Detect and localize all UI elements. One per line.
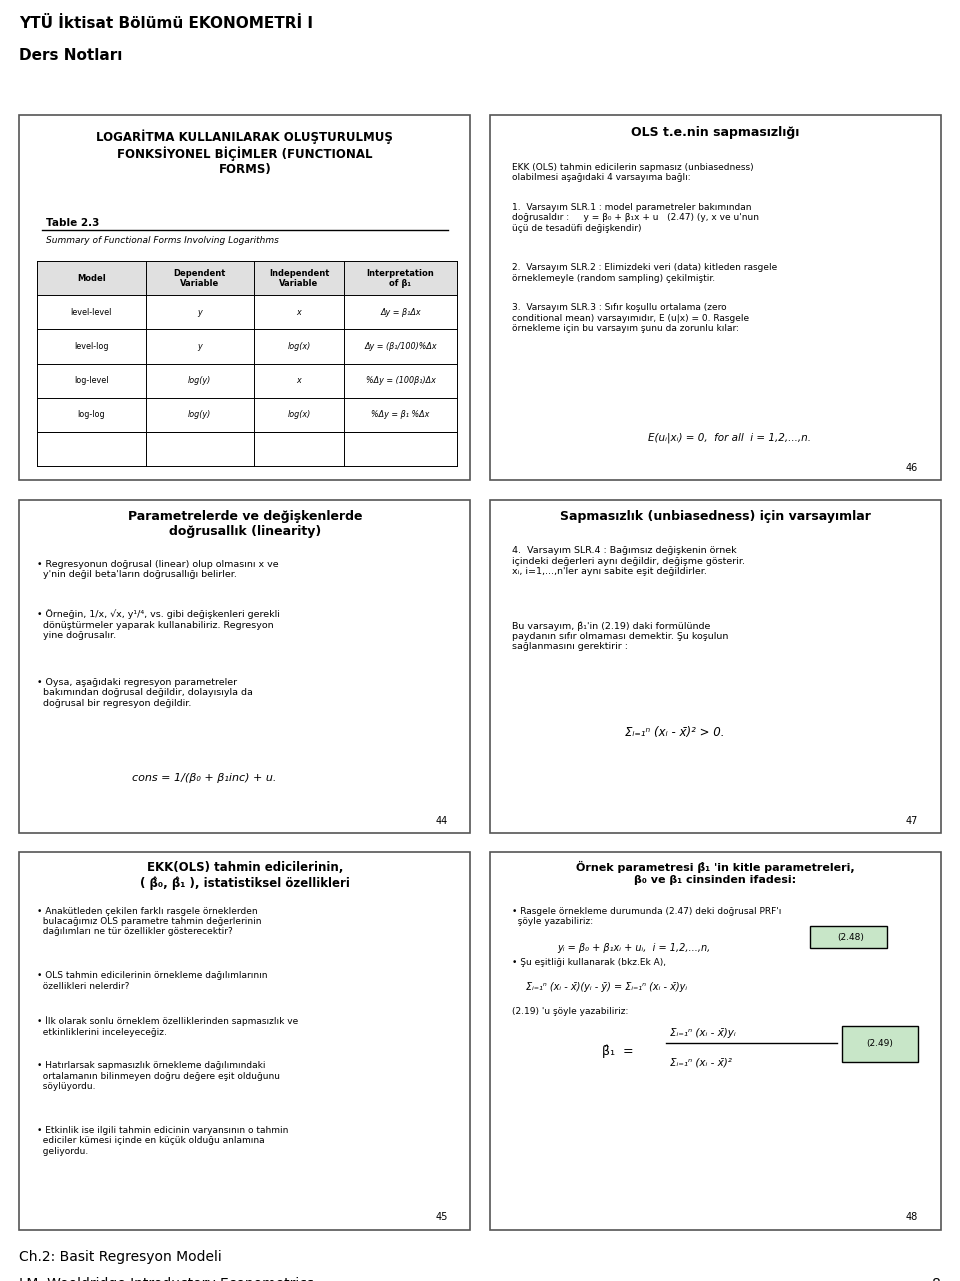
Text: Sapmasızlık (unbiasedness) için varsayımlar: Sapmasızlık (unbiasedness) için varsayım… [560,510,871,523]
Text: 8: 8 [932,1276,941,1281]
Text: • Şu eşitliği kullanarak (bkz.Ek A),: • Şu eşitliği kullanarak (bkz.Ek A), [513,958,666,967]
Text: log-log: log-log [78,410,106,419]
FancyBboxPatch shape [19,500,470,833]
Text: Independent
Variable: Independent Variable [269,269,329,288]
Text: (2.49): (2.49) [867,1039,894,1048]
Text: 2.  Varsayım SLR.2 : Elimizdeki veri (data) kitleden rasgele
örneklemeyle (rando: 2. Varsayım SLR.2 : Elimizdeki veri (dat… [513,263,778,283]
Text: log(y): log(y) [188,377,211,386]
Text: • Etkinlik ise ilgili tahmin edicinin varyansının o tahmin
  ediciler kümesi içi: • Etkinlik ise ilgili tahmin edicinin va… [37,1126,289,1155]
Text: LOGARİTMA KULLANILARAK OLUŞTURULMUŞ
FONKSİYONEL BİÇİMLER (FUNCTIONAL
FORMS): LOGARİTMA KULLANILARAK OLUŞTURULMUŞ FONK… [96,129,394,177]
Text: log(y): log(y) [188,410,211,419]
Text: • Rasgele örnekleme durumunda (2.47) deki doğrusal PRF'ı
  şöyle yazabiliriz:: • Rasgele örnekleme durumunda (2.47) dek… [513,907,781,926]
Text: 46: 46 [906,462,918,473]
Text: • Oysa, aşağıdaki regresyon parametreler
  bakımından doğrusal değildir, dolayıs: • Oysa, aşağıdaki regresyon parametreler… [37,678,253,707]
Text: β̂₁  =: β̂₁ = [603,1044,634,1058]
Text: x: x [297,377,301,386]
Bar [37,261,457,296]
Text: %Δy = (100β₁)Δx: %Δy = (100β₁)Δx [366,377,436,386]
Text: Σᵢ₌₁ⁿ (xᵢ - x̄)(yᵢ - ȳ) = Σᵢ₌₁ⁿ (xᵢ - x̄)yᵢ: Σᵢ₌₁ⁿ (xᵢ - x̄)(yᵢ - ȳ) = Σᵢ₌₁ⁿ (xᵢ - x̄… [526,983,686,993]
Text: OLS t.e.nin sapmasızlığı: OLS t.e.nin sapmasızlığı [631,127,800,140]
Text: level-level: level-level [71,307,112,316]
Text: • Hatırlarsak sapmasızlık örnekleme dağılımındaki
  ortalamanın bilinmeyen doğru: • Hatırlarsak sapmasızlık örnekleme dağı… [37,1061,280,1091]
Text: y: y [198,307,202,316]
Text: EKK(OLS) tahmin edicilerinin,
( β̂₀, β̂₁ ), istatistiksel özellikleri: EKK(OLS) tahmin edicilerinin, ( β̂₀, β̂₁… [140,861,349,890]
FancyBboxPatch shape [19,115,470,480]
Text: 47: 47 [906,816,918,826]
Text: Δy = β₁Δx: Δy = β₁Δx [380,307,420,316]
FancyBboxPatch shape [810,926,887,948]
Text: E(uᵢ|xᵢ) = 0,  for all  i = 1,2,...,n.: E(uᵢ|xᵢ) = 0, for all i = 1,2,...,n. [647,433,810,443]
Text: 45: 45 [436,1212,447,1222]
FancyBboxPatch shape [842,1026,918,1062]
FancyBboxPatch shape [490,852,941,1230]
Text: 44: 44 [436,816,447,826]
FancyBboxPatch shape [19,852,470,1230]
Text: level-log: level-log [74,342,108,351]
Text: y: y [198,342,202,351]
Text: Ders Notları: Ders Notları [19,49,122,63]
Text: 48: 48 [906,1212,918,1222]
Text: Model: Model [77,274,106,283]
Text: • Regresyonun doğrusal (linear) olup olmasını x ve
  y'nin değil beta'ların doğr: • Regresyonun doğrusal (linear) olup olm… [37,560,278,579]
Text: log-level: log-level [74,377,108,386]
Text: Ch.2: Basit Regresyon Modeli: Ch.2: Basit Regresyon Modeli [19,1250,222,1263]
Text: YTÜ İktisat Bölümü EKONOMETRİ I: YTÜ İktisat Bölümü EKONOMETRİ I [19,17,313,31]
Text: Σᵢ₌₁ⁿ (xᵢ - x̄)yᵢ: Σᵢ₌₁ⁿ (xᵢ - x̄)yᵢ [670,1027,735,1038]
Text: Summary of Functional Forms Involving Logarithms: Summary of Functional Forms Involving Lo… [46,236,279,245]
Text: 1.  Varsayım SLR.1 : model parametreler bakımından
doğrusaldır :     y = β₀ + β₁: 1. Varsayım SLR.1 : model parametreler b… [513,202,759,233]
FancyBboxPatch shape [490,115,941,480]
Text: cons = 1/(β₀ + β₁inc) + u.: cons = 1/(β₀ + β₁inc) + u. [132,772,276,783]
Text: log(x): log(x) [287,342,311,351]
Text: EKK (OLS) tahmin edicilerin sapmasız (unbiasedness)
olabilmesi aşağıdaki 4 varsa: EKK (OLS) tahmin edicilerin sapmasız (un… [513,163,754,182]
FancyBboxPatch shape [490,500,941,833]
Text: Σᵢ₌₁ⁿ (xᵢ - x̄)² > 0.: Σᵢ₌₁ⁿ (xᵢ - x̄)² > 0. [625,726,725,739]
Text: Δy = (β₁/100)%Δx: Δy = (β₁/100)%Δx [364,342,437,351]
Text: Bu varsayım, β̂₁'in (2.19) daki formülünde
paydanın sıfır olmaması demektir. Şu : Bu varsayım, β̂₁'in (2.19) daki formülün… [513,621,729,652]
Text: log(x): log(x) [287,410,311,419]
Text: Dependent
Variable: Dependent Variable [174,269,226,288]
Text: Σᵢ₌₁ⁿ (xᵢ - x̄)²: Σᵢ₌₁ⁿ (xᵢ - x̄)² [670,1058,732,1068]
Text: Parametrelerde ve değişkenlerde
doğrusallık (linearity): Parametrelerde ve değişkenlerde doğrusal… [128,510,362,538]
Text: • İlk olarak sonlu örneklem özelliklerinden sapmasızlık ve
  etkinliklerini ince: • İlk olarak sonlu örneklem özelliklerin… [37,1016,299,1036]
Text: x: x [297,307,301,316]
Text: Örnek parametresi β̂₁ 'in kitle parametreleri,
β₀ ve β₁ cinsinden ifadesi:: Örnek parametresi β̂₁ 'in kitle parametr… [576,861,854,885]
Text: • Anakütleden çekilen farklı rasgele örneklerden
  bulacağımız OLS parametre tah: • Anakütleden çekilen farklı rasgele örn… [37,907,262,936]
Text: %Δy = β₁ %Δx: %Δy = β₁ %Δx [372,410,430,419]
Text: (2.19) 'u şöyle yazabiliriz:: (2.19) 'u şöyle yazabiliriz: [513,1007,629,1016]
Text: J.M. Wooldridge Introductory Econometrics: J.M. Wooldridge Introductory Econometric… [19,1276,315,1281]
Text: • Örneğin, 1/x, √x, y¹/⁴, vs. gibi değişkenleri gerekli
  dönüştürmeler yaparak : • Örneğin, 1/x, √x, y¹/⁴, vs. gibi değiş… [37,610,280,640]
Text: Table 2.3: Table 2.3 [46,218,100,228]
Text: 3.  Varsayım SLR.3 : Sıfır koşullu ortalama (zero
conditional mean) varsayımıdır: 3. Varsayım SLR.3 : Sıfır koşullu ortala… [513,304,750,333]
Text: yᵢ = β₀ + β₁xᵢ + uᵢ,  i = 1,2,...,n,: yᵢ = β₀ + β₁xᵢ + uᵢ, i = 1,2,...,n, [557,943,710,953]
Text: Interpretation
of β₁: Interpretation of β₁ [367,269,434,288]
Text: 4.  Varsayım SLR.4 : Bağımsız değişkenin örnek
içindeki değerleri aynı değildir,: 4. Varsayım SLR.4 : Bağımsız değişkenin … [513,546,745,576]
Text: (2.48): (2.48) [837,933,864,942]
Text: • OLS tahmin edicilerinin örnekleme dağılımlarının
  özellikleri nelerdir?: • OLS tahmin edicilerinin örnekleme dağı… [37,971,268,990]
